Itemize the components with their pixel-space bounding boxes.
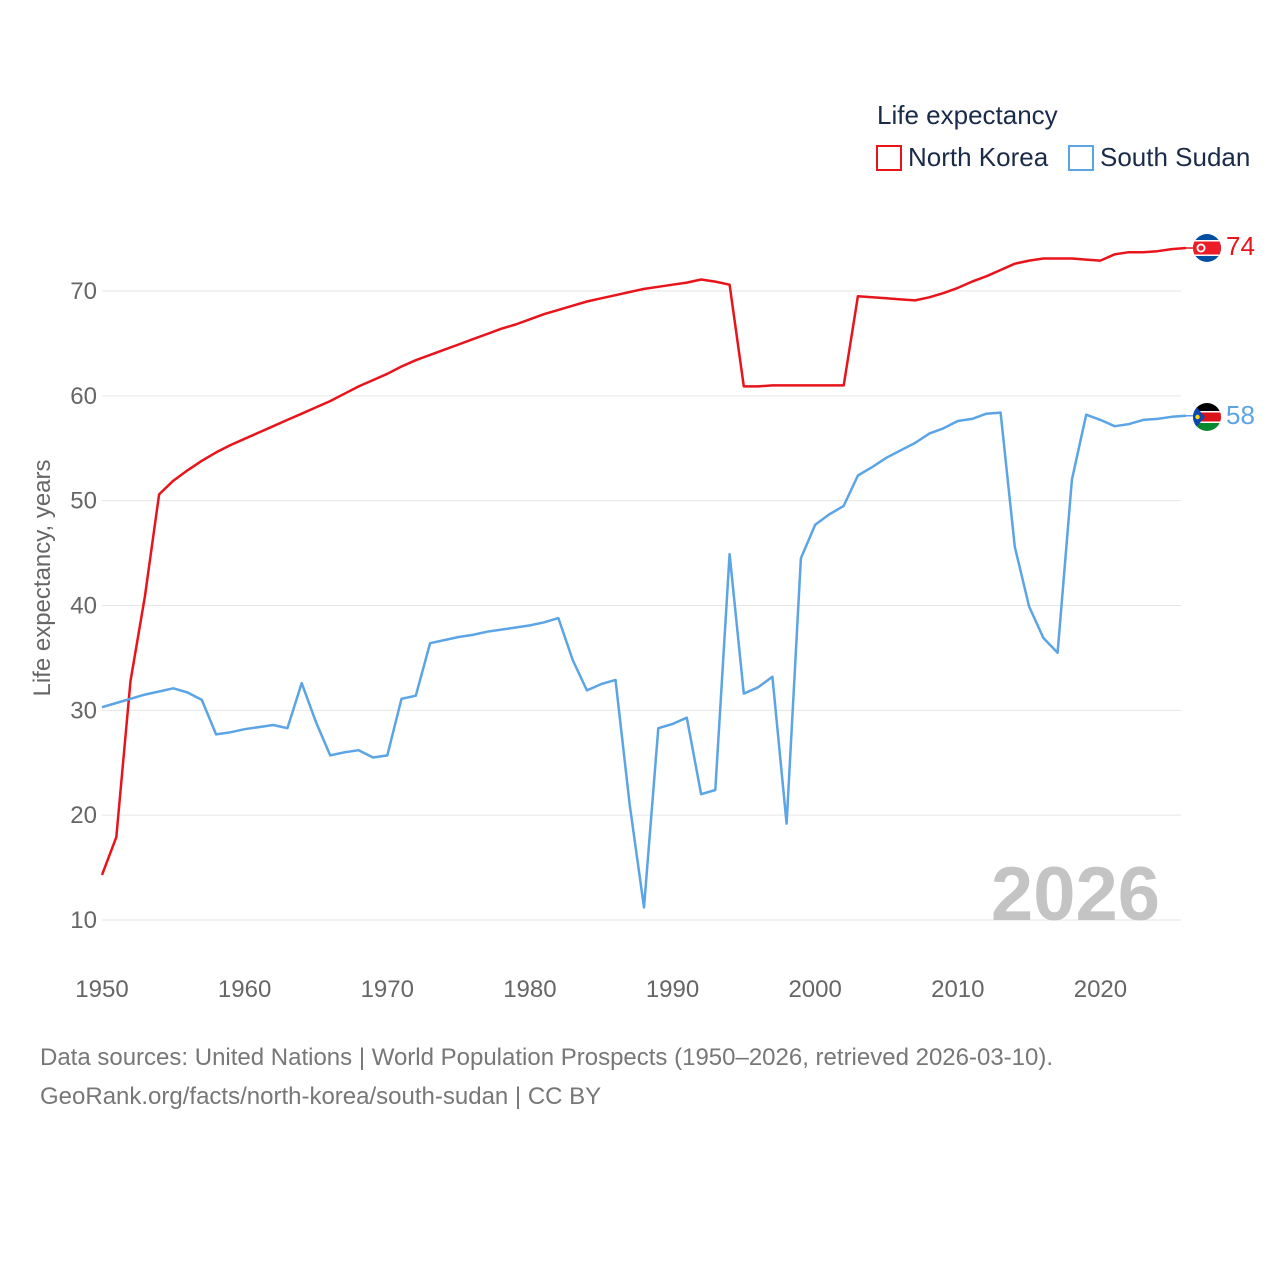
south-sudan-flag-icon <box>1193 403 1221 431</box>
life-expectancy-chart: 10 20 30 40 50 60 70 1950 1960 1970 1980 1990 2000 2… <box>29 100 1255 1003</box>
legend-label-north-korea: North Korea <box>908 142 1049 172</box>
y-tick-label-60: 60 <box>70 383 97 410</box>
series-layer <box>100 246 1193 909</box>
x-tick-label-1990: 1990 <box>646 976 699 1003</box>
legend: Life expectancy North Korea South Sudan <box>876 100 1250 172</box>
x-axis-ticks: 1950 1960 1970 1980 1990 2000 2010 2020 <box>75 976 1127 1003</box>
y-tick-label-40: 40 <box>70 593 97 620</box>
series-line-south-sudan[interactable] <box>101 411 1187 909</box>
footer-credit[interactable]: GeoRank.org/facts/north-korea/south-suda… <box>40 1083 602 1110</box>
y-tick-label-20: 20 <box>70 802 97 829</box>
x-tick-label-2000: 2000 <box>788 976 841 1003</box>
series-line-north-korea[interactable] <box>100 246 1187 876</box>
y-tick-label-50: 50 <box>70 488 97 515</box>
y-tick-label-10: 10 <box>70 907 97 934</box>
current-year-watermark: 2026 <box>991 852 1160 937</box>
x-tick-label-1960: 1960 <box>218 976 271 1003</box>
x-tick-label-2020: 2020 <box>1074 976 1127 1003</box>
y-axis-ticks: 10 20 30 40 50 60 70 <box>70 278 97 934</box>
x-tick-label-1970: 1970 <box>361 976 414 1003</box>
legend-swatch-north-korea <box>876 145 902 171</box>
legend-item-south-sudan[interactable]: South Sudan <box>1068 142 1250 172</box>
north-korea-end-value: 74 <box>1226 231 1255 261</box>
x-tick-label-1950: 1950 <box>75 976 128 1003</box>
y-tick-label-30: 30 <box>70 697 97 724</box>
legend-label-south-sudan: South Sudan <box>1100 142 1250 172</box>
x-tick-label-2010: 2010 <box>931 976 984 1003</box>
south-sudan-end-value: 58 <box>1226 400 1255 430</box>
north-korea-flag-icon <box>1193 234 1221 262</box>
grid-lines <box>102 290 1181 921</box>
legend-swatch-south-sudan <box>1068 145 1094 171</box>
footer-sources: Data sources: United Nations | World Pop… <box>40 1044 1054 1071</box>
x-tick-label-1980: 1980 <box>503 976 556 1003</box>
y-axis-label: Life expectancy, years <box>29 459 56 696</box>
legend-item-north-korea[interactable]: North Korea <box>876 142 1049 172</box>
y-tick-label-70: 70 <box>70 278 97 305</box>
legend-title: Life expectancy <box>877 100 1058 130</box>
